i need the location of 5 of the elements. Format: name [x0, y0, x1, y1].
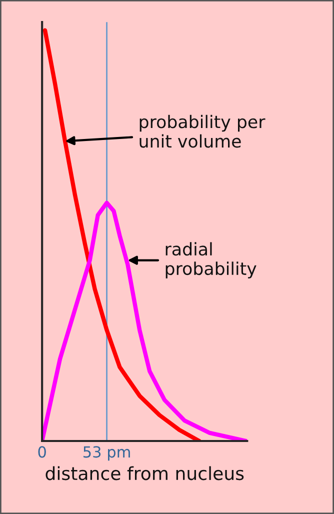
annotation: probability per unit volume — [140, 114, 266, 148]
x-tick-label: 0 — [38, 446, 46, 458]
x-tick-label: 53 pm — [84, 446, 130, 461]
x-axis-title: distance from nucleus — [46, 466, 244, 480]
annotation: radial probability — [166, 242, 256, 278]
